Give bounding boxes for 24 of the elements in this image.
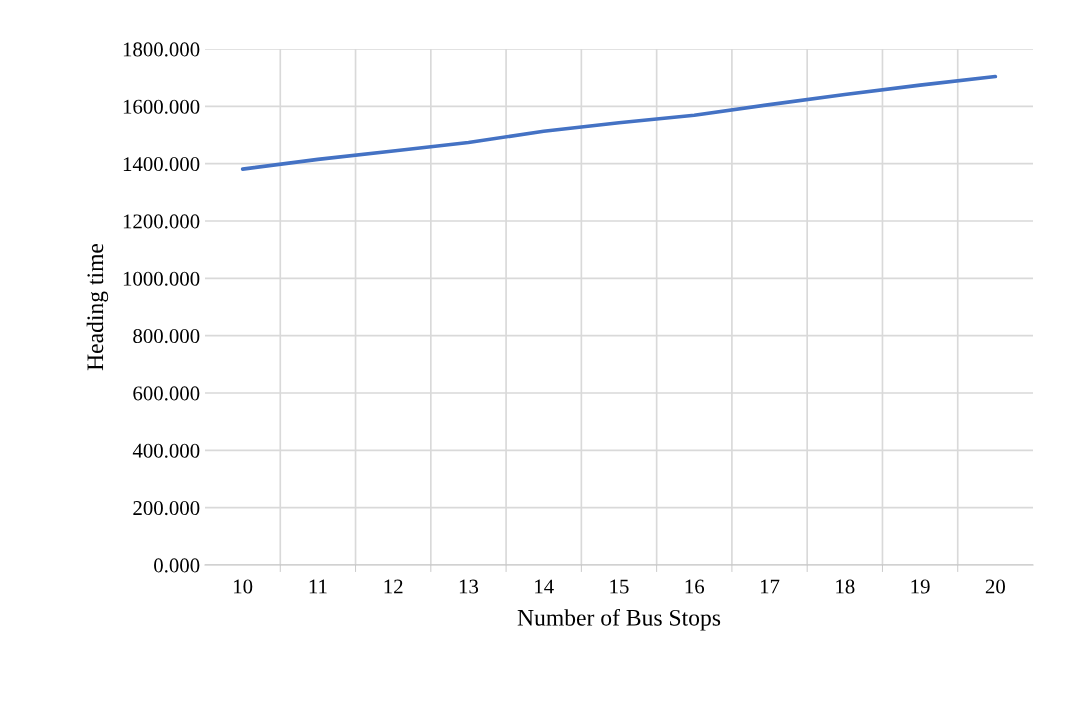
x-tick-label: 19 <box>911 579 930 594</box>
x-tick-label: 15 <box>610 579 629 594</box>
x-tick-label: 10 <box>234 579 253 594</box>
x-tick-label: 11 <box>309 579 327 594</box>
line-series <box>240 74 998 171</box>
y-tick-label: 1800.000 <box>123 42 200 57</box>
y-tick-label: 0.000 <box>154 558 200 573</box>
x-tick-label: 12 <box>384 579 403 594</box>
x-axis-title: Number of Bus Stops <box>517 608 721 631</box>
x-tick-label: 17 <box>760 579 780 594</box>
y-tick-label: 1200.000 <box>123 214 200 229</box>
x-tick-label: 16 <box>685 579 705 594</box>
y-tick-label: 1000.000 <box>123 271 200 286</box>
y-tick-label: 1600.000 <box>123 99 200 114</box>
x-tick-label: 20 <box>985 579 1005 594</box>
x-tick-label: 14 <box>535 579 554 594</box>
x-tick-label: 13 <box>459 579 479 594</box>
x-tick-label: 18 <box>836 579 855 594</box>
y-tick-label: 200.000 <box>133 501 200 516</box>
y-axis-title: Heading time <box>86 243 109 371</box>
y-tick-label: 800.000 <box>133 329 200 344</box>
y-tick-label: 1400.000 <box>123 157 200 172</box>
y-tick-label: 600.000 <box>133 386 200 401</box>
y-tick-label: 400.000 <box>132 443 200 458</box>
